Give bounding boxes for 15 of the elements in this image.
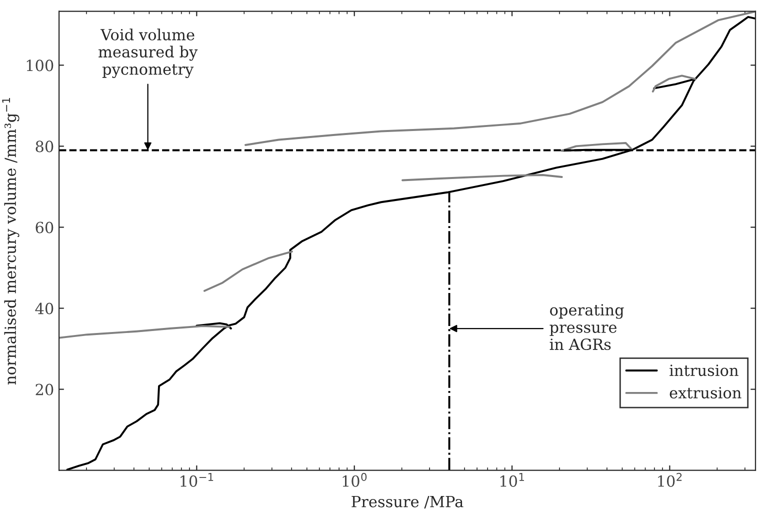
y-tick-label: 60 <box>36 222 54 234</box>
annotation: operating pressure in AGRs <box>550 304 624 350</box>
y-axis-title: normalised mercury volume /mm³g$^{−1}$ <box>2 98 20 385</box>
x-tick-label: 10$^{−1}$ <box>180 473 214 487</box>
y-tick-label: 80 <box>36 140 54 152</box>
y-tick-label: 20 <box>36 384 54 396</box>
annotation: Void volume measured by pycnometry <box>98 28 198 78</box>
x-tick-label: 10$^{2}$ <box>658 472 682 487</box>
y-tick-label: 100 <box>26 60 54 72</box>
x-tick-label: 10$^{0}$ <box>342 472 367 487</box>
x-axis-title: Pressure /MPa <box>352 496 464 509</box>
legend-label: extrusion <box>670 387 742 399</box>
x-tick-label: 10$^{1}$ <box>500 473 524 487</box>
y-tick-label: 40 <box>35 302 54 314</box>
legend-label: intrusion <box>670 364 738 376</box>
